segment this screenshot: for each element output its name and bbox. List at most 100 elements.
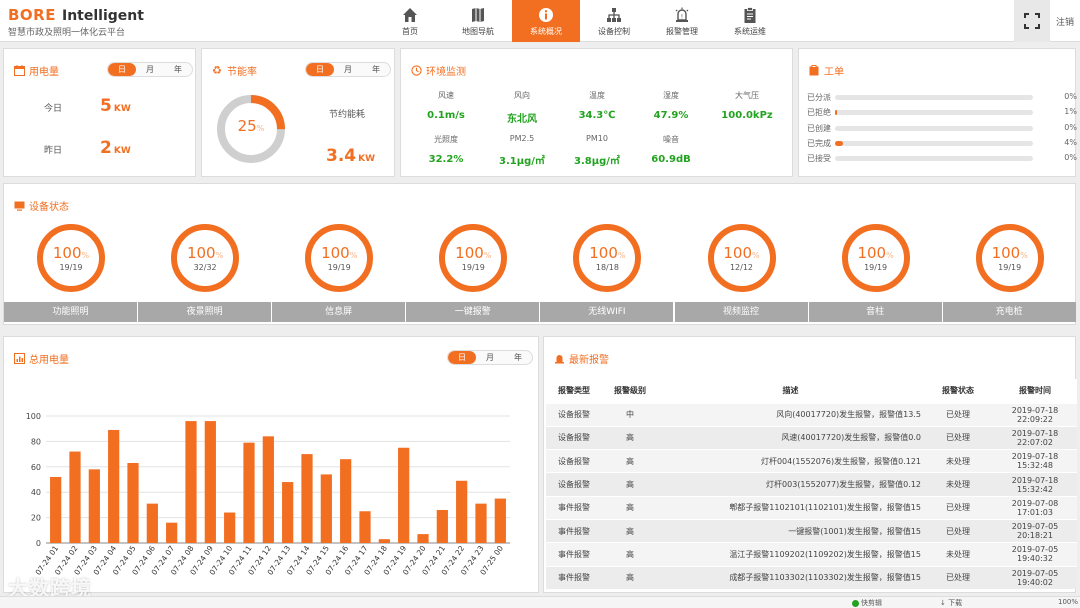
device-percent-unit: % [617, 251, 626, 260]
device-count: 19/19 [59, 263, 83, 272]
alarm-cell: 高 [602, 495, 658, 520]
device-name-bar: 视频监控 [674, 302, 808, 322]
workorder-progress [835, 95, 1033, 100]
workorder-progress [835, 126, 1033, 131]
alarm-row[interactable]: 事件报警高成都子报警1103302(1103302)发生报警，报警值15 已处理 2… [546, 565, 1077, 590]
chart-bar [88, 469, 100, 543]
env-wind-speed: 风速 0.1m/s [416, 90, 476, 121]
device-card[interactable]: 100% 32/32 夜景照明 [138, 224, 272, 322]
env-label: PM2.5 [509, 134, 535, 143]
alarm-row[interactable]: 事件报警高一键报警(1001)发生报警，报警值15 已处理 2019-07-05 2… [546, 518, 1077, 543]
chart-bar [146, 503, 158, 543]
nav-system-maintenance[interactable]: 系统运维 [716, 0, 784, 42]
device-percent: 100% [943, 244, 1077, 262]
alarm-row[interactable]: 设备报警高灯杆004(1552076)发生报警，报警值0.121 未处理 2019-… [546, 449, 1077, 473]
zoom-level[interactable]: 100% [1058, 598, 1079, 606]
device-card[interactable]: 100% 18/18 无线WIFI [540, 224, 674, 322]
toggle-month[interactable]: 月 [486, 353, 494, 362]
toggle-day[interactable]: 日 [448, 351, 476, 364]
today-value: 5 KW [100, 96, 131, 116]
workorder-progress-fill [835, 110, 837, 115]
nav-home-label: 首页 [402, 26, 418, 36]
device-status-ring [707, 224, 776, 292]
env-value: 47.9% [653, 110, 689, 121]
device-percent-unit: % [215, 251, 224, 260]
logout-button[interactable]: 注销 [1055, 17, 1074, 28]
nav-device-control[interactable]: 设备控制 [580, 0, 648, 42]
quick-edit[interactable]: 快剪辑 [852, 598, 882, 608]
alarm-column-header: 报警状态 [923, 379, 993, 403]
alarm-row[interactable]: 设备报警中风向(40017720)发生报警，报警值13.5 已处理 2019-07-… [546, 402, 1077, 427]
workorder-label: 已完成 [807, 139, 831, 148]
yesterday-unit: KW [113, 146, 131, 156]
device-card[interactable]: 100% 19/19 一键报警 [406, 224, 540, 322]
device-card[interactable]: 100% 19/19 充电桩 [942, 224, 1077, 322]
workorder-row-rejected: 已拒绝 1% [807, 107, 1077, 117]
device-percent-value: 100 [321, 244, 350, 262]
device-percent: 100% [809, 244, 943, 262]
toggle-month[interactable]: 月 [146, 65, 154, 74]
toggle-year[interactable]: 年 [174, 65, 182, 74]
alarm-cell: 郫都子报警1102101(1102101)发生报警，报警值15 [658, 495, 923, 520]
device-percent-unit: % [752, 251, 760, 260]
device-card[interactable]: 100% 19/19 音柱 [808, 224, 943, 322]
device-card[interactable]: 100% 19/19 功能照明 [4, 224, 138, 322]
alarm-row[interactable]: 事件报警高温江子报警1109202(1109202)发生报警，报警值15 未处理 2… [546, 542, 1077, 567]
workorder-label: 已拒绝 [807, 108, 831, 117]
alarm-cell: 已处理 [923, 495, 993, 520]
workorder-progress [835, 156, 1033, 161]
toggle-year[interactable]: 年 [372, 65, 380, 74]
logo[interactable]: BORE Intelligent 智慧市政及照明一体化云平台 [8, 6, 144, 38]
toggle-year[interactable]: 年 [514, 353, 522, 362]
device-percent-unit: % [483, 251, 492, 260]
device-status-ring [171, 224, 240, 292]
nav-home[interactable]: 首页 [376, 0, 444, 42]
environment-panel: 环境监测 风速 0.1m/s 风向 东北风 温度 34.3℃ 湿度 47.9% 大气压 1… [400, 48, 793, 177]
toggle-day[interactable]: 日 [306, 63, 334, 76]
alarm-cell: 温江子报警1109202(1109202)发生报警，报警值15 [658, 542, 923, 567]
env-label: 光照度 [434, 135, 458, 144]
total-power-title: 总用电量 [13, 351, 69, 366]
logo-brand: BORE [8, 6, 56, 24]
toggle-day[interactable]: 日 [108, 63, 136, 76]
total-power-panel: 总用电量 日 月 年 0 20 40 60 80 100 07-24 01 07-24 02 0… [3, 336, 539, 593]
alarm-row[interactable]: 设备报警高风速(40017720)发生报警，报警值0.0 已处理 2019-07-1… [546, 425, 1077, 450]
alarm-row[interactable]: 事件报警高郫都子报警1102101(1102101)发生报警，报警值15 已处理 2… [546, 495, 1077, 520]
chart-bar [436, 509, 448, 543]
device-card[interactable]: 100% 12/12 视频监控 [674, 224, 809, 322]
fullscreen-button[interactable] [1014, 0, 1050, 42]
env-temperature: 温度 34.3℃ [567, 90, 627, 121]
download-button[interactable]: ↓ 下载 [940, 598, 962, 608]
alarm-cell: 高 [602, 542, 658, 567]
chart-bar [224, 512, 236, 543]
alarm-cell: 事件报警 [546, 495, 602, 520]
chart-bar [378, 539, 390, 543]
fullscreen-icon [1024, 13, 1040, 29]
alarm-icon: ! [675, 7, 689, 22]
chart-bar [475, 503, 487, 543]
nav-alarm-management-label: 报警管理 [666, 26, 698, 36]
device-card[interactable]: 100% 19/19 信息屏 [272, 224, 406, 322]
alarm-cell: 事件报警 [546, 518, 602, 543]
nav-alarm-management[interactable]: ! 报警管理 [648, 0, 716, 42]
today-label: 今日 [44, 104, 63, 114]
chart-bar [320, 474, 332, 543]
alarm-cell: 2019-07-05 19:40:32 [993, 542, 1077, 567]
workorder-percent: 4% [1064, 138, 1077, 147]
toggle-month[interactable]: 月 [344, 65, 352, 74]
nav-system-overview[interactable]: 系统概况 [512, 0, 580, 42]
chart-bar [359, 511, 371, 543]
env-humidity: 湿度 47.9% [641, 90, 701, 121]
environment-title-text: 环境监测 [426, 67, 466, 78]
nav-map[interactable]: 地图导航 [444, 0, 512, 42]
env-pressure: 大气压 100.0kPz [717, 90, 777, 121]
today-value-number: 5 [100, 96, 112, 116]
saving-period-toggle: 日 月 年 [305, 62, 391, 77]
device-percent-unit: % [349, 251, 358, 260]
power-title: 用电量 [13, 63, 59, 78]
alarm-cell: 灯杆003(1552077)发生报警，报警值0.12 [658, 472, 923, 497]
device-count: 12/12 [729, 263, 754, 272]
alarm-cell: 设备报警 [546, 425, 602, 450]
alarm-row[interactable]: 设备报警高灯杆003(1552077)发生报警，报警值0.12 未处理 2019-0… [546, 472, 1077, 497]
home-icon [403, 7, 417, 22]
